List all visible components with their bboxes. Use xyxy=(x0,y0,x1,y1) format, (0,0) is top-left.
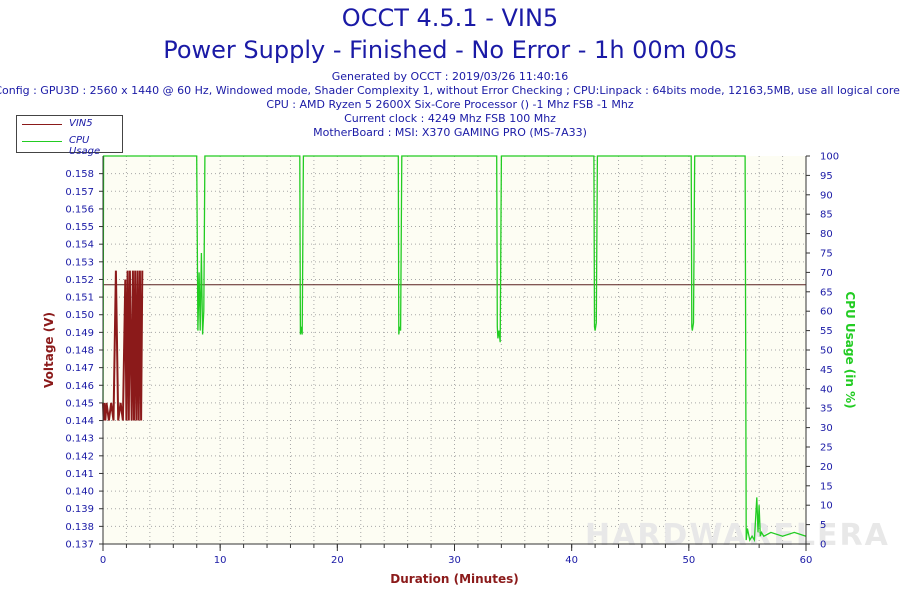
y-tick-label: 0.151 xyxy=(65,293,94,304)
y2-tick-label: 65 xyxy=(820,287,833,298)
motherboard-info: MotherBoard : MSI: X370 GAMING PRO (MS-7… xyxy=(313,126,587,139)
y-tick-label: 0.148 xyxy=(65,346,94,357)
series-line-cpu-usage xyxy=(102,155,807,543)
y-tick-label: 0.152 xyxy=(65,275,94,286)
y-tick-label: 0.143 xyxy=(65,434,94,445)
y2-tick-label: 10 xyxy=(820,501,833,512)
y2-tick-label: 25 xyxy=(820,443,833,454)
watermark-text: HARDWARELERA xyxy=(585,518,890,553)
legend-label-cpu-usage: CPU Usage xyxy=(69,135,101,157)
y2-tick-label: 35 xyxy=(820,404,833,415)
y2-tick-label: 60 xyxy=(820,307,833,318)
y-tick-label: 0.156 xyxy=(65,204,94,215)
clock-info: Current clock : 4249 Mhz FSB 100 Mhz xyxy=(344,112,556,125)
y-tick-label: 0.138 xyxy=(65,522,94,533)
y-tick-label: 0.154 xyxy=(65,240,94,251)
y2-axis-label: CPU Usage (in %) xyxy=(843,291,857,408)
y-tick-label: 0.141 xyxy=(65,469,94,480)
legend-swatch-cpu-usage xyxy=(22,141,62,142)
legend-item-cpu-usage: CPU Usage xyxy=(17,133,122,157)
y-tick-label: 0.155 xyxy=(65,222,94,233)
x-tick-label: 30 xyxy=(448,555,461,566)
y-tick-label: 0.158 xyxy=(65,169,94,180)
y-tick-label: 0.153 xyxy=(65,257,94,268)
y2-tick-label: 5 xyxy=(820,520,826,531)
y-tick-label: 0.157 xyxy=(65,187,94,198)
x-tick-label: 60 xyxy=(800,555,813,566)
y2-tick-label: 45 xyxy=(820,365,833,376)
y2-tick-label: 80 xyxy=(820,229,833,240)
y2-tick-label: 90 xyxy=(820,190,833,201)
y-tick-label: 0.144 xyxy=(65,416,94,427)
chart-legend: VIN5 CPU Usage xyxy=(16,115,123,157)
y-tick-label: 0.149 xyxy=(65,328,94,339)
x-tick-label: 50 xyxy=(682,555,695,566)
y2-tick-label: 0 xyxy=(820,540,826,551)
y-tick-label: 0.145 xyxy=(65,398,94,409)
x-tick-label: 10 xyxy=(214,555,227,566)
y2-tick-label: 70 xyxy=(820,268,833,279)
y2-tick-label: 50 xyxy=(820,346,833,357)
x-tick-label: 20 xyxy=(331,555,344,566)
chart-subtitle: Power Supply - Finished - No Error - 1h … xyxy=(163,36,737,64)
series-line-vin5 xyxy=(102,270,144,421)
plot-area xyxy=(103,156,806,544)
cpu-info: CPU : AMD Ryzen 5 2600X Six-Core Process… xyxy=(266,98,634,111)
y2-tick-label: 100 xyxy=(820,152,839,163)
y-tick-label: 0.142 xyxy=(65,451,94,462)
legend-label-vin5: VIN5 xyxy=(69,118,93,129)
config-info: Config : GPU3D : 2560 x 1440 @ 60 Hz, Wi… xyxy=(0,84,900,97)
x-tick-label: 0 xyxy=(100,555,106,566)
y2-tick-label: 40 xyxy=(820,384,833,395)
y-tick-label: 0.137 xyxy=(65,540,94,551)
y2-tick-label: 30 xyxy=(820,423,833,434)
y-tick-label: 0.150 xyxy=(65,310,94,321)
x-tick-label: 40 xyxy=(565,555,578,566)
x-axis-label: Duration (Minutes) xyxy=(390,572,518,586)
y2-tick-label: 55 xyxy=(820,326,833,337)
legend-item-vin5: VIN5 xyxy=(17,116,122,133)
y-axis-label: Voltage (V) xyxy=(42,312,56,388)
y2-tick-label: 75 xyxy=(820,249,833,260)
y2-tick-label: 20 xyxy=(820,462,833,473)
y2-tick-label: 85 xyxy=(820,210,833,221)
y2-tick-label: 15 xyxy=(820,481,833,492)
y2-tick-label: 95 xyxy=(820,171,833,182)
legend-swatch-vin5 xyxy=(22,124,62,125)
chart-title: OCCT 4.5.1 - VIN5 xyxy=(341,4,559,32)
y-tick-label: 0.147 xyxy=(65,363,94,374)
y-tick-label: 0.146 xyxy=(65,381,94,392)
generated-info: Generated by OCCT : 2019/03/26 11:40:16 xyxy=(331,70,569,83)
y-tick-label: 0.140 xyxy=(65,487,94,498)
y-tick-label: 0.139 xyxy=(65,504,94,515)
